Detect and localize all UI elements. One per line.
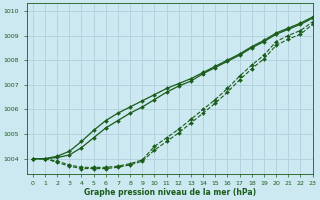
X-axis label: Graphe pression niveau de la mer (hPa): Graphe pression niveau de la mer (hPa) bbox=[84, 188, 256, 197]
